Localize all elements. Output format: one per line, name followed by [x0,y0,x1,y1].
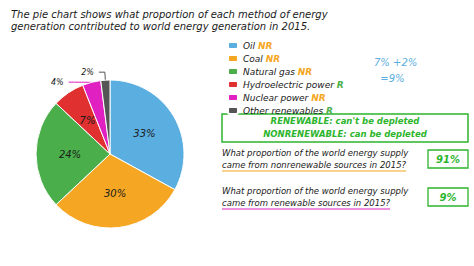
svg-text:What proportion of the world e: What proportion of the world energy supp… [222,148,409,158]
svg-text:24%: 24% [59,149,81,160]
svg-text:generation contributed to worl: generation contributed to world energy g… [11,21,310,32]
svg-text:NR: NR [311,93,326,103]
svg-text:91%: 91% [436,154,460,165]
svg-text:9%: 9% [440,192,457,203]
svg-text:came from nonrenewable sources: came from nonrenewable sources in 2015? [222,160,407,170]
svg-text:2%: 2% [81,68,94,77]
svg-text:30%: 30% [104,188,126,199]
svg-text:R: R [326,106,333,116]
svg-text:33%: 33% [133,128,155,139]
svg-text:came from renewable sources in: came from renewable sources in 2015? [222,198,391,208]
svg-text:NR: NR [258,41,273,51]
svg-text:NR: NR [298,67,313,77]
svg-text:NONRENEWABLE: can be depleted: NONRENEWABLE: can be depleted [263,129,427,139]
svg-text:NR: NR [266,54,281,64]
svg-text:RENEWABLE: can't be depleted: RENEWABLE: can't be depleted [271,116,421,126]
svg-text:Hydroelectric power: Hydroelectric power [243,80,337,90]
svg-text:Other renewables: Other renewables [243,106,326,116]
svg-text:Natural gas: Natural gas [243,67,298,77]
svg-text:What proportion of the world e: What proportion of the world energy supp… [222,186,409,196]
svg-text:7% +2%: 7% +2% [374,57,417,68]
svg-text:7%: 7% [80,115,96,126]
svg-text:4%: 4% [51,78,64,87]
svg-text:R: R [337,80,344,90]
svg-text:Nuclear power: Nuclear power [243,93,311,103]
svg-text:Coal: Coal [243,54,266,64]
svg-text:The pie chart shows what propo: The pie chart shows what proportion of e… [11,9,329,20]
svg-text:Oil: Oil [243,41,258,51]
svg-text:=9%: =9% [374,73,405,84]
